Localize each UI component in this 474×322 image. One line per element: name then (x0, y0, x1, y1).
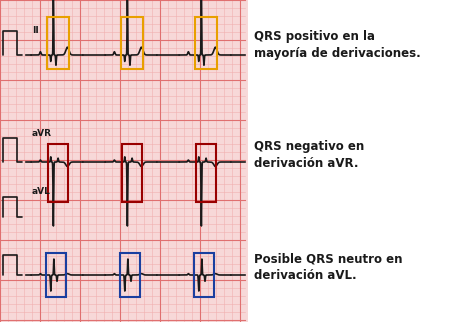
Text: QRS negativo en
derivación aVR.: QRS negativo en derivación aVR. (254, 140, 364, 170)
Bar (46, 17, 69, 69)
Text: Posible QRS neutro en
derivación aVL.: Posible QRS neutro en derivación aVL. (254, 252, 402, 282)
Bar (195, 17, 217, 69)
Bar (120, 17, 143, 69)
Bar (193, 253, 214, 297)
Bar (248, 0, 474, 322)
Bar (119, 253, 139, 297)
Text: QRS positivo en la
mayoría de derivaciones.: QRS positivo en la mayoría de derivacion… (254, 30, 421, 60)
Bar (46, 253, 65, 297)
Text: aVL: aVL (32, 187, 51, 196)
Text: aVR: aVR (32, 129, 52, 138)
Bar (122, 144, 142, 202)
Text: II: II (32, 26, 39, 35)
Bar (48, 144, 68, 202)
Bar (196, 144, 216, 202)
